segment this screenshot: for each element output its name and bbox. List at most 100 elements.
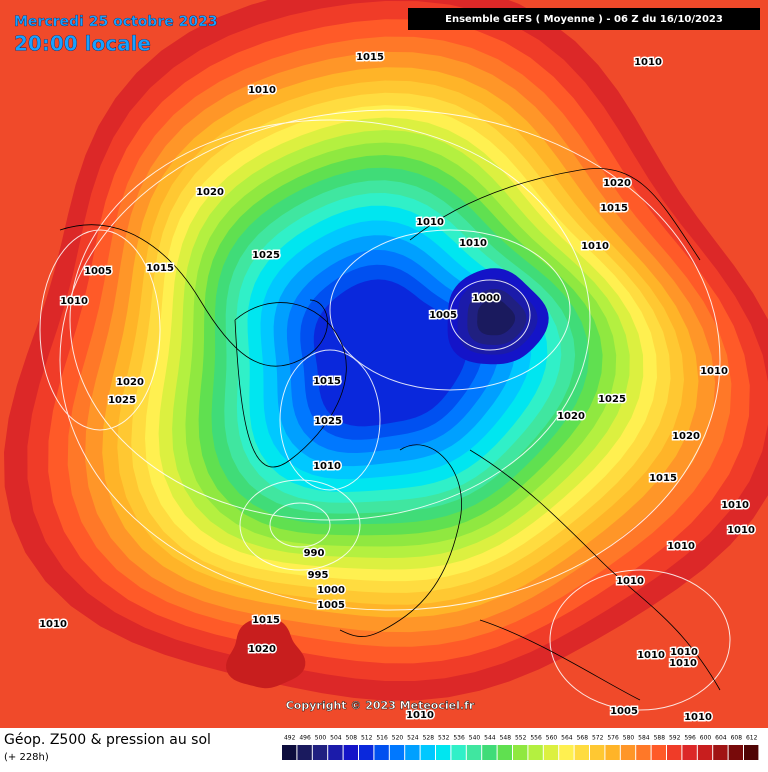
isobar-label: 1015 [600, 203, 628, 214]
colorbar-label: 576 [607, 735, 619, 742]
colorbar-swatch [389, 745, 405, 760]
isobar-label: 1010 [670, 647, 698, 658]
isobar-label: 1010 [684, 712, 712, 723]
model-box [408, 8, 760, 30]
isobar-label: 1025 [108, 395, 136, 406]
colorbar-label: 508 [346, 735, 358, 742]
colorbar-label: 528 [423, 735, 435, 742]
colorbar-swatch [574, 745, 589, 760]
colorbar-label: 592 [669, 735, 681, 742]
colorbar-label: 604 [715, 735, 727, 742]
isobar-line [239, 479, 361, 571]
colorbar-label: 532 [438, 735, 450, 742]
isobar-label: 1015 [252, 615, 280, 626]
isobar-label: 1005 [610, 706, 638, 717]
colorbar-swatch [343, 745, 358, 760]
isobar-label: 1010 [39, 619, 67, 630]
isobar-label: 1005 [429, 310, 457, 321]
colorbar-swatch [620, 745, 636, 760]
colorbar-label: 540 [469, 735, 481, 742]
isobar-label: 1010 [727, 525, 755, 536]
colorbar-label: 600 [700, 735, 712, 742]
isobar-line [279, 349, 381, 491]
colorbar-label: 572 [592, 735, 604, 742]
colorbar-swatch [543, 745, 559, 760]
isobar-label: 1020 [116, 377, 144, 388]
isobar-line [329, 229, 571, 391]
isobar-label: 1010 [459, 238, 487, 249]
isobar-label: 1020 [196, 187, 224, 198]
isobar-label: 1010 [700, 366, 728, 377]
colorbar-swatch [697, 745, 713, 760]
isobar-line [39, 229, 161, 431]
height-band [226, 618, 306, 689]
colorbar-label: 556 [530, 735, 542, 742]
colorbar-label: 584 [638, 735, 650, 742]
footer-title: Géop. Z500 & pression au sol [4, 732, 211, 748]
colorbar-swatch [482, 745, 497, 760]
footer-lead: (+ 228h) [4, 752, 49, 763]
isobar-label: 1000 [472, 293, 500, 304]
colorbar-swatch [436, 745, 451, 760]
colorbar-label: 552 [515, 735, 527, 742]
model-label: Ensemble GEFS ( Moyenne ) - 06 Z du 16/1… [445, 14, 723, 25]
isobar-label: 1010 [416, 217, 444, 228]
colorbar-label: 516 [376, 735, 388, 742]
isobar-label: 1005 [317, 600, 345, 611]
isobar-label: 1005 [84, 266, 112, 277]
isobar-label: 1010 [721, 500, 749, 511]
time-label: 20:00 locale [14, 32, 151, 56]
isobar-label: 1010 [667, 541, 695, 552]
colorbar-swatch [559, 745, 574, 760]
isobar-label: 1015 [356, 52, 384, 63]
isobar-line [59, 109, 721, 611]
isobar-label: 1020 [248, 644, 276, 655]
date-label: Mercredi 25 octobre 2023 [14, 14, 218, 30]
colorbar-label: 504 [330, 735, 342, 742]
colorbar-label: 536 [453, 735, 465, 742]
colorbar-label: 596 [684, 735, 696, 742]
colorbar-label: 544 [484, 735, 496, 742]
coastline [59, 168, 721, 701]
colorbar-swatch [374, 745, 389, 760]
geopotential-fills [4, 0, 768, 701]
isobar-label: 1015 [146, 263, 174, 274]
isobar-label: 1010 [313, 461, 341, 472]
colorbar-swatch [312, 745, 328, 760]
colorbar-label: 612 [746, 735, 758, 742]
colorbar: 492 496 500 504 508 512 516 520 524 528 532 536 540 5… [282, 735, 759, 760]
isobars [39, 109, 731, 711]
colorbar-label: 496 [299, 735, 311, 742]
colorbar-label: 524 [407, 735, 419, 742]
isobar-label: 1025 [252, 250, 280, 261]
isobar-label: 995 [308, 570, 329, 581]
colorbar-label: 560 [546, 735, 558, 742]
colorbar-swatch [667, 745, 682, 760]
colorbar-swatch [651, 745, 666, 760]
colorbar-label: 564 [561, 735, 573, 742]
isobar-label: 990 [304, 548, 325, 559]
colorbar-swatch [497, 745, 512, 760]
isobar-label: 1020 [557, 411, 585, 422]
colorbar-swatch [405, 745, 420, 760]
height-band [477, 299, 516, 336]
height-band [313, 279, 467, 427]
isobar-label: 1000 [317, 585, 345, 596]
isobar-label: 1010 [616, 576, 644, 587]
colorbar-label: 492 [284, 735, 296, 742]
isobar-line [269, 502, 331, 548]
isobar-label: 1020 [672, 431, 700, 442]
colorbar-label: 608 [731, 735, 743, 742]
colorbar-swatch [713, 745, 728, 760]
isobar-label: 1010 [669, 658, 697, 669]
colorbar-swatch [682, 745, 697, 760]
colorbar-swatch [590, 745, 605, 760]
isobar-label: 1015 [313, 376, 341, 387]
colorbar-swatch [528, 745, 543, 760]
isobar-line [549, 569, 731, 711]
colorbar-swatch [328, 745, 343, 760]
isobar-label: 1010 [248, 85, 276, 96]
